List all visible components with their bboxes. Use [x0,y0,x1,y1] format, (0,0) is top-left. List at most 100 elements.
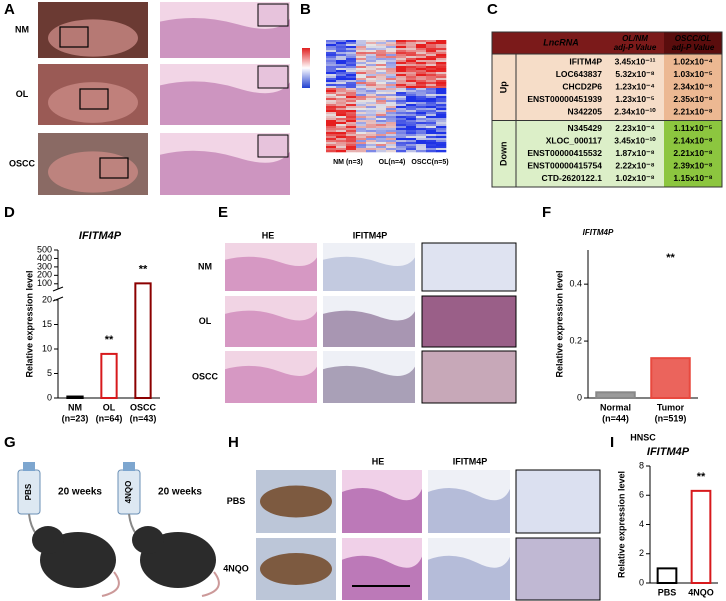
heatmap-cell [386,82,397,85]
heatmap-cell [406,68,417,71]
heatmap-cell [386,146,397,149]
heatmap-cell [376,90,387,93]
bottle-label: PBS [24,483,33,500]
heatmap-cell [326,88,337,91]
heatmap-cell [346,88,357,91]
heatmap-cell [436,48,447,51]
heatmap-cell [406,66,417,69]
heatmap-cell [336,54,347,57]
heatmap-cell [356,116,367,119]
heatmap-cell [376,92,387,95]
zoom-image [421,242,517,292]
heatmap-cell [336,100,347,103]
column-header: LncRNA [543,37,579,47]
heatmap-cell [396,66,407,69]
heatmap-cell [336,82,347,85]
heatmap-cell [406,120,417,123]
duration-label: 20 weeks [58,487,102,498]
table-cell: 2.21x10⁻⁸ [673,148,712,158]
heatmap-cell [416,74,427,77]
tissue-texture [428,555,510,600]
heatmap-cell [326,62,337,65]
heatmap-cell [336,98,347,101]
table-cell: ENST00000415532 [527,148,602,158]
table-cell: 1.15x10⁻⁸ [673,173,712,183]
heatmap-cell [396,118,407,121]
heatmap-cell [396,72,407,75]
heatmap-cell [326,52,337,55]
heatmap-cell [366,44,377,47]
heatmap-cell [356,86,367,89]
heatmap-cell [386,128,397,131]
heatmap-cell [436,110,447,113]
group-label: Up [498,81,508,93]
heatmap-cell [326,94,337,97]
heatmap-cell [406,80,417,83]
heatmap-cell [336,114,347,117]
heatmap-cell [436,56,447,59]
heatmap-cell [426,112,437,115]
heatmap-cell [436,66,447,69]
heatmap-cell [336,76,347,79]
heatmap-cell [406,144,417,147]
heatmap-cell [406,76,417,79]
heatmap-cell [396,92,407,95]
table-cell: ENST00000451939 [527,94,602,104]
heatmap-cell [376,132,387,135]
heatmap-cell [416,124,427,127]
heatmap-cell [356,122,367,125]
heatmap-cell [356,88,367,91]
heatmap-cell [356,40,367,43]
heatmap-cell [396,46,407,49]
heatmap-cell [326,102,337,105]
heatmap-cell [396,114,407,117]
bar [100,352,118,399]
heatmap-cell [396,132,407,135]
heatmap-cell [326,76,337,79]
group-label: Down [498,142,508,167]
y-tick-label: 6 [639,490,644,500]
heatmap-cell [436,74,447,77]
heatmap-cell [376,50,387,53]
heatmap-cell [386,50,397,53]
heatmap-cell [326,72,337,75]
heatmap-cell [386,118,397,121]
heatmap-cell [406,100,417,103]
heatmap-cell [396,50,407,53]
tissue-texture [323,310,415,347]
heatmap-cell [426,54,437,57]
heatmap-cell [416,142,427,145]
heatmap-cell [326,86,337,89]
heatmap-cell [346,148,357,151]
heatmap-cell [376,82,387,85]
heatmap-cell [406,106,417,109]
heatmap-cell [436,106,447,109]
heatmap-cell [356,66,367,69]
heatmap-cell [366,150,377,153]
heatmap-cell [406,70,417,73]
panel-label: G [4,434,16,451]
heatmap-cell [346,150,357,153]
heatmap-cell [366,134,377,137]
heatmap-cell [396,120,407,123]
heatmap-cell [426,90,437,93]
group-label: NM (n=3) [333,159,363,166]
heatmap-cell [386,62,397,65]
heatmap-cell [336,96,347,99]
heatmap-cell [396,40,407,43]
heatmap-cell [416,82,427,85]
heatmap-cell [386,104,397,107]
heatmap-cell [386,70,397,73]
heatmap-cell [436,144,447,147]
group-label: OSCC(n=5) [411,159,448,166]
table-cell: 1.02x10⁻⁴ [673,56,712,66]
y-tick-label: 15 [42,319,52,329]
heatmap-cell [336,116,347,119]
heatmap-cell [416,84,427,87]
heatmap-cell [366,68,377,71]
heatmap-cell [406,126,417,129]
heatmap-cell [406,40,417,43]
heatmap-cell [346,58,357,61]
heatmap-cell [386,94,397,97]
heatmap-cell [386,76,397,79]
